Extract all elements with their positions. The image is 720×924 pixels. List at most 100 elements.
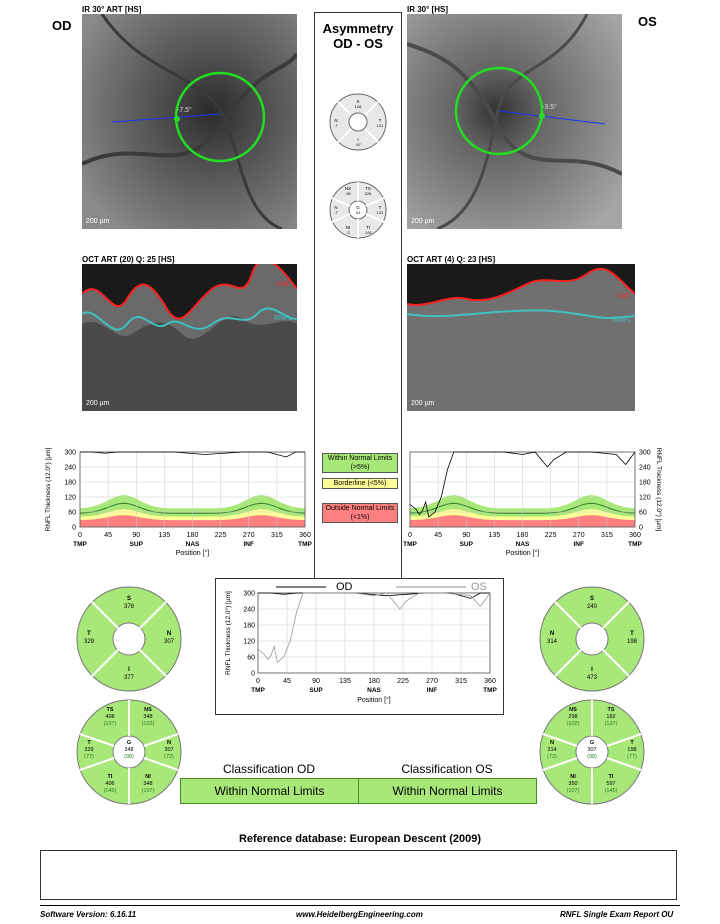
os6-ns-label: NS bbox=[569, 707, 577, 713]
od-fundus-scale: 200 µm bbox=[86, 218, 110, 225]
od6-ts-value: 408 bbox=[105, 714, 114, 720]
sector-label: TMP bbox=[251, 687, 265, 694]
od-fundus-image: -7.5° 200 µm bbox=[82, 14, 297, 229]
os4-t-label: T bbox=[630, 631, 634, 637]
sector-label: NAS bbox=[367, 687, 381, 694]
x-tick-label: 90 bbox=[132, 532, 140, 539]
x-tick-label: 225 bbox=[545, 532, 557, 539]
os-ilm-label: ILM bbox=[617, 293, 629, 300]
y-tick-label: 300 bbox=[64, 450, 76, 457]
od6-ni-label: NI bbox=[145, 774, 151, 780]
od6-g-ref: (98) bbox=[124, 754, 134, 760]
sector-label: TMP bbox=[628, 541, 642, 548]
x-tick-label: 180 bbox=[187, 532, 199, 539]
asym4-t-value: 131 bbox=[377, 123, 384, 128]
x-tick-label: 225 bbox=[215, 532, 227, 539]
asym4-t-label: T bbox=[379, 118, 382, 123]
asym6-ti-value: -191 bbox=[364, 230, 373, 235]
asym6-ni-label: NI bbox=[346, 225, 351, 230]
classification-os-value: Within Normal Limits bbox=[358, 778, 537, 804]
os6-g-ref: (98) bbox=[587, 754, 597, 760]
os-fundus-scale: 200 µm bbox=[411, 218, 435, 225]
od4-t-value: 329 bbox=[84, 639, 95, 645]
asym6-ns-label: NS bbox=[345, 186, 351, 191]
od6-ts-label: TS bbox=[106, 707, 113, 713]
os6-ni-label: NI bbox=[570, 774, 576, 780]
od4-i-label: I bbox=[128, 667, 130, 673]
os6-ti-ref: (145) bbox=[605, 788, 618, 794]
asym6-ni-value: -2 bbox=[346, 230, 350, 235]
od6-n-label: N bbox=[167, 740, 171, 746]
od-oct-title: OCT ART (20) Q: 25 [HS] bbox=[82, 255, 175, 264]
od6-n-value: 307 bbox=[164, 747, 173, 753]
od-fundus-title: IR 30° ART [HS] bbox=[82, 5, 142, 14]
x-tick-label: 135 bbox=[339, 678, 351, 685]
od4-s-value: 378 bbox=[124, 604, 135, 610]
od-label: OD bbox=[52, 18, 72, 33]
sector-label: INF bbox=[244, 541, 255, 548]
os4-n-label: N bbox=[550, 631, 554, 637]
os6-ns-value: 298 bbox=[568, 714, 577, 720]
od6-ni-value: 348 bbox=[143, 781, 152, 787]
legend-borderline: Borderline (<5%) bbox=[322, 478, 398, 489]
footer-website-link[interactable]: www.HeidelbergEngineering.com bbox=[296, 910, 423, 919]
x-tick-label: 180 bbox=[368, 678, 380, 685]
asymmetry-panel: Asymmetry OD - OS bbox=[314, 12, 402, 592]
asymmetry-subtitle: OD - OS bbox=[333, 36, 383, 51]
asym4-n-value: -7 bbox=[334, 123, 338, 128]
plot-frame bbox=[257, 592, 491, 674]
x-tick-label: 0 bbox=[78, 532, 82, 539]
x-tick-label: 135 bbox=[159, 532, 171, 539]
sector-label: TMP bbox=[73, 541, 87, 548]
asym4-s-label: S bbox=[356, 99, 359, 104]
x-tick-label: 270 bbox=[426, 678, 438, 685]
asym4-i-label: I bbox=[357, 137, 358, 142]
y-tick-label: 120 bbox=[64, 495, 76, 502]
asym4-s-value: 128 bbox=[355, 104, 362, 109]
asym4-i-value: -97 bbox=[355, 142, 362, 147]
asym6-ns-value: -90 bbox=[345, 191, 352, 196]
classification-od-title: Classification OD bbox=[222, 762, 316, 776]
x-tick-label: 135 bbox=[489, 532, 501, 539]
od-oct-scale: 200 µm bbox=[86, 400, 110, 407]
os6-ti-value: 597 bbox=[606, 781, 615, 787]
od-fundus-graphic: -7.5° bbox=[82, 14, 297, 229]
os-fundus-graphic: -3.5° bbox=[407, 14, 622, 229]
od6-ns-ref: (102) bbox=[142, 721, 155, 727]
classification-od-value: Within Normal Limits bbox=[180, 778, 359, 804]
asym6-ti-label: TI bbox=[366, 225, 370, 230]
od-angle-text: -7.5° bbox=[177, 106, 192, 114]
x-tick-label: 90 bbox=[312, 678, 320, 685]
os6-ni-ref: (107) bbox=[567, 788, 580, 794]
od-oct-graphic: ILM RNFL bbox=[82, 264, 297, 411]
sector-label: TMP bbox=[403, 541, 417, 548]
od-rnfl-label: RNFL bbox=[274, 315, 292, 322]
sector-label: NAS bbox=[186, 541, 200, 548]
os-oct-scale: 200 µm bbox=[411, 400, 435, 407]
os-label: OS bbox=[638, 14, 657, 29]
y-axis-label: RNFL Thickness (12.0°) [µm] bbox=[44, 447, 52, 531]
y-tick-label: 240 bbox=[243, 607, 255, 614]
od6-ts-ref: (137) bbox=[104, 721, 117, 727]
y-tick-label: 180 bbox=[243, 623, 255, 630]
plot-frame bbox=[409, 451, 636, 528]
os6-ni-value: 350 bbox=[568, 781, 577, 787]
od-line bbox=[258, 592, 490, 599]
x-tick-label: 315 bbox=[601, 532, 613, 539]
od6-ti-value: 406 bbox=[105, 781, 114, 787]
os-rnfl-label: RNFL bbox=[613, 317, 631, 324]
os6-g-label: G bbox=[590, 740, 594, 746]
x-axis-label: Position [°] bbox=[176, 549, 210, 557]
measured-line bbox=[80, 451, 305, 458]
os6-ts-ref: (137) bbox=[605, 721, 618, 727]
asym6-t-label: T bbox=[379, 205, 382, 210]
comparison-panel: 0 60 120 180 240 300 0 45 90 135 180 225 270 315 360 TM… bbox=[215, 578, 504, 715]
y-tick-label: 60 bbox=[247, 655, 255, 662]
os6-n-label: N bbox=[550, 740, 554, 746]
asym6-g-label: G bbox=[356, 205, 360, 210]
od-ilm-label: ILM bbox=[277, 281, 289, 288]
reference-database: Reference database: European Descent (20… bbox=[238, 833, 482, 845]
legend-normal: Within Normal Limits (>5%) bbox=[322, 453, 398, 473]
os4-s-value: 240 bbox=[587, 604, 598, 610]
classification-os-title: Classification OS bbox=[401, 762, 493, 776]
